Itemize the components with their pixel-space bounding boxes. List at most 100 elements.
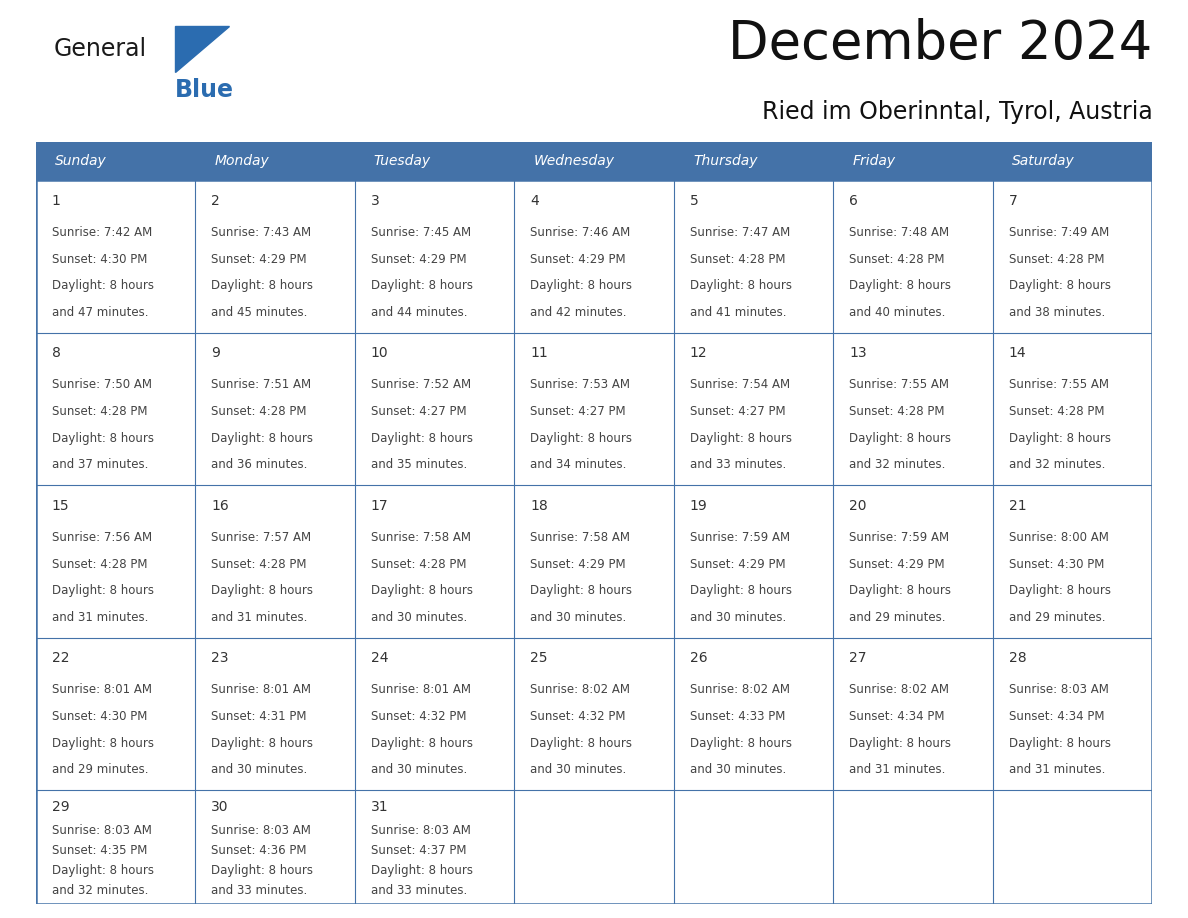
Text: Daylight: 8 hours: Daylight: 8 hours [211,279,314,293]
Text: and 31 minutes.: and 31 minutes. [211,610,308,624]
Text: Sunrise: 7:55 AM: Sunrise: 7:55 AM [849,378,949,391]
Bar [993,789,1152,904]
Text: Daylight: 8 hours: Daylight: 8 hours [51,864,153,878]
Text: 21: 21 [1009,498,1026,513]
Text: 20: 20 [849,498,867,513]
Text: 5: 5 [690,194,699,208]
Text: Sunset: 4:28 PM: Sunset: 4:28 PM [849,405,944,419]
Bar [833,485,993,637]
Text: 18: 18 [530,498,548,513]
Text: and 37 minutes.: and 37 minutes. [51,458,148,472]
Text: Sunrise: 7:54 AM: Sunrise: 7:54 AM [690,378,790,391]
Text: Friday: Friday [853,154,896,168]
Text: and 30 minutes.: and 30 minutes. [690,763,786,777]
Bar [195,142,355,180]
Text: 19: 19 [690,498,708,513]
Text: Sunrise: 7:55 AM: Sunrise: 7:55 AM [1009,378,1108,391]
Text: Daylight: 8 hours: Daylight: 8 hours [51,584,153,598]
Text: and 29 minutes.: and 29 minutes. [849,610,946,624]
Text: Daylight: 8 hours: Daylight: 8 hours [371,864,473,878]
Text: Daylight: 8 hours: Daylight: 8 hours [51,431,153,445]
Text: 4: 4 [530,194,539,208]
Text: Sunrise: 7:59 AM: Sunrise: 7:59 AM [849,531,949,543]
Text: 8: 8 [51,346,61,361]
Text: and 41 minutes.: and 41 minutes. [690,306,786,319]
Text: and 45 minutes.: and 45 minutes. [211,306,308,319]
Text: 9: 9 [211,346,220,361]
Bar [355,637,514,789]
Text: Daylight: 8 hours: Daylight: 8 hours [690,431,791,445]
Bar [833,142,993,180]
Text: 26: 26 [690,651,707,666]
Text: Daylight: 8 hours: Daylight: 8 hours [211,736,314,750]
Text: Sunrise: 7:50 AM: Sunrise: 7:50 AM [51,378,152,391]
Text: Sunset: 4:28 PM: Sunset: 4:28 PM [1009,405,1105,419]
Text: Daylight: 8 hours: Daylight: 8 hours [690,736,791,750]
Text: Daylight: 8 hours: Daylight: 8 hours [371,279,473,293]
Text: Sunset: 4:29 PM: Sunset: 4:29 PM [690,557,785,571]
Text: Sunrise: 8:03 AM: Sunrise: 8:03 AM [371,824,470,837]
Text: Sunset: 4:32 PM: Sunset: 4:32 PM [371,710,466,723]
Text: Daylight: 8 hours: Daylight: 8 hours [849,736,952,750]
Text: and 30 minutes.: and 30 minutes. [371,610,467,624]
Text: Sunrise: 8:01 AM: Sunrise: 8:01 AM [211,683,311,696]
Text: Daylight: 8 hours: Daylight: 8 hours [530,584,632,598]
Text: 15: 15 [51,498,69,513]
Bar [674,637,833,789]
Text: 31: 31 [371,800,388,814]
Bar [674,142,833,180]
Text: Sunset: 4:28 PM: Sunset: 4:28 PM [371,557,466,571]
Text: 16: 16 [211,498,229,513]
Text: 17: 17 [371,498,388,513]
Text: Sunset: 4:29 PM: Sunset: 4:29 PM [371,252,466,266]
Text: Daylight: 8 hours: Daylight: 8 hours [371,736,473,750]
Text: Sunset: 4:30 PM: Sunset: 4:30 PM [51,710,147,723]
Text: Sunset: 4:29 PM: Sunset: 4:29 PM [849,557,944,571]
Text: Sunset: 4:28 PM: Sunset: 4:28 PM [211,405,307,419]
Text: and 47 minutes.: and 47 minutes. [51,306,148,319]
Text: and 33 minutes.: and 33 minutes. [211,884,308,897]
Bar [674,332,833,485]
Text: and 42 minutes.: and 42 minutes. [530,306,627,319]
Text: and 35 minutes.: and 35 minutes. [371,458,467,472]
Bar [36,637,195,789]
Text: Sunset: 4:37 PM: Sunset: 4:37 PM [371,845,466,857]
Text: and 32 minutes.: and 32 minutes. [51,884,148,897]
Bar [514,180,674,332]
Text: and 30 minutes.: and 30 minutes. [690,610,786,624]
Text: Daylight: 8 hours: Daylight: 8 hours [1009,431,1111,445]
Text: 29: 29 [51,800,69,814]
Bar [195,332,355,485]
Text: and 32 minutes.: and 32 minutes. [849,458,946,472]
Text: Sunrise: 7:43 AM: Sunrise: 7:43 AM [211,226,311,239]
Bar [674,485,833,637]
Bar [833,637,993,789]
Text: and 31 minutes.: and 31 minutes. [849,763,946,777]
Bar [674,180,833,332]
Bar [36,485,195,637]
Text: 10: 10 [371,346,388,361]
Text: and 30 minutes.: and 30 minutes. [530,763,626,777]
Text: and 40 minutes.: and 40 minutes. [849,306,946,319]
Bar [993,332,1152,485]
Bar [833,180,993,332]
Text: Sunset: 4:29 PM: Sunset: 4:29 PM [530,557,626,571]
Text: 2: 2 [211,194,220,208]
Bar [36,180,195,332]
Text: Thursday: Thursday [693,154,758,168]
Text: Sunset: 4:34 PM: Sunset: 4:34 PM [849,710,944,723]
Bar [674,789,833,904]
Text: 22: 22 [51,651,69,666]
Text: Sunrise: 8:01 AM: Sunrise: 8:01 AM [371,683,470,696]
Bar [36,332,195,485]
Text: and 30 minutes.: and 30 minutes. [530,610,626,624]
Text: 7: 7 [1009,194,1018,208]
Text: Sunset: 4:36 PM: Sunset: 4:36 PM [211,845,307,857]
Bar [514,789,674,904]
Text: Sunrise: 8:02 AM: Sunrise: 8:02 AM [530,683,630,696]
Text: Daylight: 8 hours: Daylight: 8 hours [371,584,473,598]
Text: Sunset: 4:28 PM: Sunset: 4:28 PM [849,252,944,266]
Bar [195,789,355,904]
Text: Sunrise: 7:47 AM: Sunrise: 7:47 AM [690,226,790,239]
Text: Sunset: 4:28 PM: Sunset: 4:28 PM [51,557,147,571]
